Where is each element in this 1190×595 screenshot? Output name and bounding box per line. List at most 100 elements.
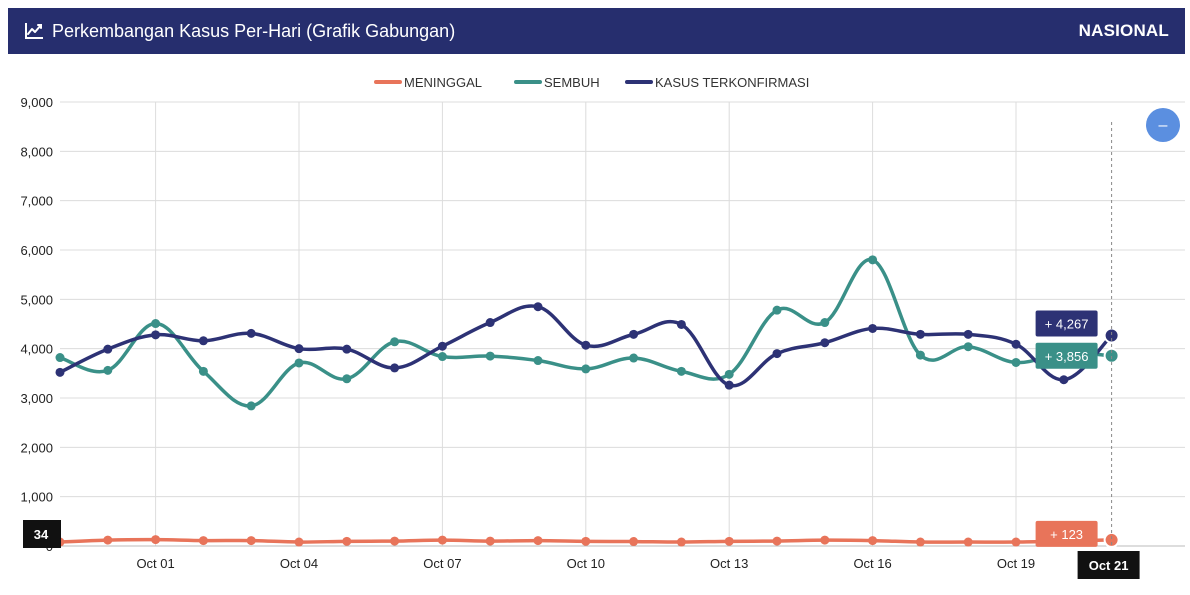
tooltip-text-recovered: + 3,856: [1045, 349, 1089, 364]
region-label: NASIONAL: [1078, 21, 1169, 40]
y-tick-label: 5,000: [20, 292, 53, 307]
data-point-meninggal[interactable]: [676, 537, 686, 547]
data-point-meninggal[interactable]: [915, 537, 925, 547]
data-point-meninggal[interactable]: [820, 535, 830, 545]
tooltip-text-deaths: + 123: [1050, 527, 1083, 542]
data-point-sembuh[interactable]: [294, 358, 304, 368]
data-point-kasus-terkonfirmasi[interactable]: [963, 329, 973, 339]
data-point-kasus-terkonfirmasi[interactable]: [485, 318, 495, 328]
y-tick-label: 2,000: [20, 440, 53, 455]
data-point-meninggal[interactable]: [294, 537, 304, 547]
data-point-sembuh[interactable]: [485, 351, 495, 361]
data-point-meninggal[interactable]: [246, 536, 256, 546]
data-point-meninggal[interactable]: [581, 536, 591, 546]
data-point-meninggal[interactable]: [342, 536, 352, 546]
data-point-kasus-terkonfirmasi[interactable]: [724, 380, 734, 390]
data-point-meninggal[interactable]: [1011, 537, 1021, 547]
data-point-kasus-terkonfirmasi[interactable]: [437, 341, 447, 351]
chart-title: Perkembangan Kasus Per-Hari (Grafik Gabu…: [52, 20, 456, 41]
data-point-kasus-terkonfirmasi[interactable]: [629, 329, 639, 339]
tooltip-box-confirmed: [1035, 310, 1098, 337]
y-tick-label: 1,000: [20, 490, 53, 505]
y-tick-label: 9,000: [20, 95, 53, 110]
x-tick-label: Oct 13: [710, 556, 748, 571]
y-crosshair-label: 34: [34, 527, 49, 542]
data-point-meninggal[interactable]: [724, 536, 734, 546]
data-point-sembuh[interactable]: [676, 366, 686, 376]
data-point-kasus-terkonfirmasi[interactable]: [581, 340, 591, 350]
data-point-sembuh[interactable]: [868, 255, 878, 265]
data-point-sembuh[interactable]: [724, 369, 734, 379]
legend-label-kasus-terkonfirmasi: KASUS TERKONFIRMASI: [655, 75, 809, 90]
data-point-sembuh[interactable]: [342, 374, 352, 384]
data-point-kasus-terkonfirmasi[interactable]: [151, 330, 161, 340]
data-point-kasus-terkonfirmasi[interactable]: [246, 328, 256, 338]
data-point-meninggal[interactable]: [629, 537, 639, 547]
minus-icon: –: [1159, 117, 1168, 134]
data-point-sembuh[interactable]: [437, 352, 447, 362]
data-point-meninggal[interactable]: [485, 536, 495, 546]
data-point-meninggal[interactable]: [772, 536, 782, 546]
y-crosshair-box: [23, 520, 61, 548]
data-point-sembuh[interactable]: [963, 342, 973, 352]
data-point-sembuh[interactable]: [581, 364, 591, 374]
data-point-sembuh[interactable]: [820, 318, 830, 328]
data-point-kasus-terkonfirmasi[interactable]: [1059, 375, 1069, 385]
series-line-kasus-terkonfirmasi: [59, 304, 1113, 388]
x-tick-label: Oct 10: [567, 556, 605, 571]
x-tick-label: Oct 16: [853, 556, 891, 571]
data-point-kasus-terkonfirmasi[interactable]: [1011, 339, 1021, 349]
data-point-kasus-terkonfirmasi[interactable]: [390, 363, 400, 373]
y-tick-label: 3,000: [20, 391, 53, 406]
header-title-group: Perkembangan Kasus Per-Hari (Grafik Gabu…: [24, 21, 455, 42]
y-tick-label: 7,000: [20, 194, 53, 209]
data-point-kasus-terkonfirmasi[interactable]: [772, 349, 782, 359]
y-tick-label: 4,000: [20, 342, 53, 357]
legend-label-sembuh: SEMBUH: [544, 75, 600, 90]
tooltip-box-recovered: [1035, 342, 1098, 369]
data-point-meninggal[interactable]: [103, 535, 113, 545]
data-point-kasus-terkonfirmasi[interactable]: [868, 323, 878, 333]
data-point-meninggal[interactable]: [151, 535, 161, 545]
x-crosshair-box: [1077, 551, 1140, 579]
data-point-kasus-terkonfirmasi[interactable]: [55, 367, 65, 377]
data-point-sembuh[interactable]: [915, 350, 925, 360]
data-point-kasus-terkonfirmasi[interactable]: [820, 338, 830, 348]
data-point-sembuh[interactable]: [198, 366, 208, 376]
data-point-meninggal[interactable]: [390, 536, 400, 546]
legend-label-meninggal: MENINGGAL: [404, 75, 482, 90]
data-point-sembuh[interactable]: [533, 356, 543, 366]
data-point-sembuh[interactable]: [103, 365, 113, 375]
data-point-kasus-terkonfirmasi[interactable]: [533, 302, 543, 312]
data-point-meninggal[interactable]: [533, 536, 543, 546]
line-chart-icon: [25, 23, 43, 39]
y-tick-label: 8,000: [20, 144, 53, 159]
data-point-kasus-terkonfirmasi[interactable]: [103, 344, 113, 354]
tooltip-text-confirmed: + 4,267: [1045, 316, 1089, 331]
data-point-meninggal[interactable]: [198, 536, 208, 546]
data-point-kasus-terkonfirmasi[interactable]: [915, 329, 925, 339]
data-point-meninggal[interactable]: [437, 535, 447, 545]
data-point-kasus-terkonfirmasi[interactable]: [676, 319, 686, 329]
data-point-sembuh[interactable]: [390, 337, 400, 347]
data-point-sembuh[interactable]: [629, 353, 639, 363]
data-point-sembuh[interactable]: [772, 305, 782, 315]
data-point-kasus-terkonfirmasi[interactable]: [342, 344, 352, 354]
x-tick-label: Oct 04: [280, 556, 318, 571]
daily-cases-chart[interactable]: 01,0002,0003,0004,0005,0006,0007,0008,00…: [0, 60, 1190, 595]
data-point-sembuh[interactable]: [246, 401, 256, 411]
x-tick-label: Oct 19: [997, 556, 1035, 571]
data-point-sembuh[interactable]: [1011, 357, 1021, 367]
x-crosshair-label: Oct 21: [1089, 558, 1129, 573]
data-point-kasus-terkonfirmasi[interactable]: [198, 336, 208, 346]
data-point-meninggal[interactable]: [963, 537, 973, 547]
zoom-reset-button[interactable]: [1146, 108, 1180, 142]
data-point-kasus-terkonfirmasi[interactable]: [294, 344, 304, 354]
x-tick-label: Oct 07: [423, 556, 461, 571]
data-point-sembuh[interactable]: [55, 353, 65, 363]
data-point-sembuh[interactable]: [151, 319, 161, 329]
tooltip-box-deaths: [1035, 520, 1098, 547]
series-line-sembuh: [59, 258, 1112, 408]
y-tick-label: 6,000: [20, 243, 53, 258]
data-point-meninggal[interactable]: [868, 536, 878, 546]
